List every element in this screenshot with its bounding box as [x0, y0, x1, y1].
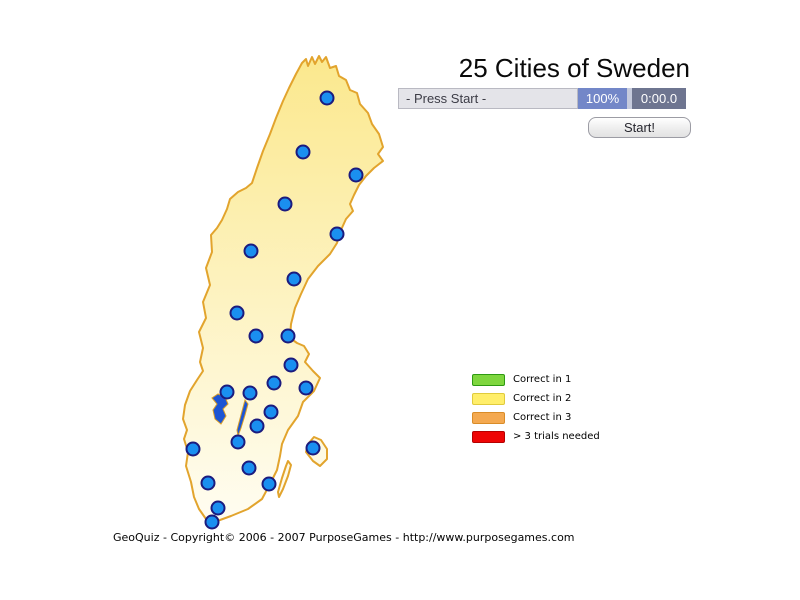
legend-label: Correct in 2 [513, 393, 572, 404]
city-dot[interactable] [266, 375, 282, 391]
city-dots [185, 90, 364, 530]
city-dot[interactable] [249, 418, 265, 434]
legend-swatch [472, 373, 505, 386]
city-dot[interactable] [329, 226, 345, 242]
status-bar: - Press Start - 100% 0:00.0 [398, 88, 686, 109]
city-dot[interactable] [295, 144, 311, 160]
legend-label: Correct in 3 [513, 412, 572, 423]
city-dot[interactable] [242, 385, 258, 401]
footer-copyright: GeoQuiz - Copyright© 2006 - 2007 Purpose… [113, 531, 575, 544]
legend-row: Correct in 3 [472, 408, 600, 427]
legend-label: Correct in 1 [513, 374, 572, 385]
start-button[interactable]: Start! [588, 117, 691, 138]
legend-label: > 3 trials needed [513, 431, 600, 442]
city-dot[interactable] [185, 441, 201, 457]
page-title: 25 Cities of Sweden [458, 53, 690, 83]
oland-island [277, 460, 292, 498]
city-dot[interactable] [204, 514, 220, 530]
city-dot[interactable] [283, 357, 299, 373]
legend-row: Correct in 2 [472, 389, 600, 408]
city-dot[interactable] [230, 434, 246, 450]
lake-vattern [236, 398, 249, 438]
city-dot[interactable] [348, 167, 364, 183]
game-timer: 0:00.0 [632, 88, 686, 109]
city-dot[interactable] [248, 328, 264, 344]
city-dot[interactable] [263, 404, 279, 420]
legend-swatch [472, 430, 505, 443]
city-dot[interactable] [277, 196, 293, 212]
city-dot[interactable] [280, 328, 296, 344]
score-percent: 100% [578, 88, 627, 109]
city-dot[interactable] [229, 305, 245, 321]
status-message: - Press Start - [398, 88, 578, 109]
city-dot[interactable] [200, 475, 216, 491]
city-dot[interactable] [298, 380, 314, 396]
legend-row: Correct in 1 [472, 370, 600, 389]
city-dot[interactable] [261, 476, 277, 492]
city-dot[interactable] [305, 440, 321, 456]
legend-row: > 3 trials needed [472, 427, 600, 446]
city-dot[interactable] [286, 271, 302, 287]
city-dot[interactable] [319, 90, 335, 106]
status-bar-divider [627, 88, 632, 109]
legend: Correct in 1 Correct in 2 Correct in 3 > 3 … [472, 370, 600, 446]
city-dot[interactable] [241, 460, 257, 476]
city-dot[interactable] [219, 384, 235, 400]
city-dot[interactable] [210, 500, 226, 516]
lake-vanern [211, 393, 229, 425]
legend-swatch [472, 392, 505, 405]
legend-swatch [472, 411, 505, 424]
city-dot[interactable] [243, 243, 259, 259]
sweden-mainland [182, 55, 384, 524]
